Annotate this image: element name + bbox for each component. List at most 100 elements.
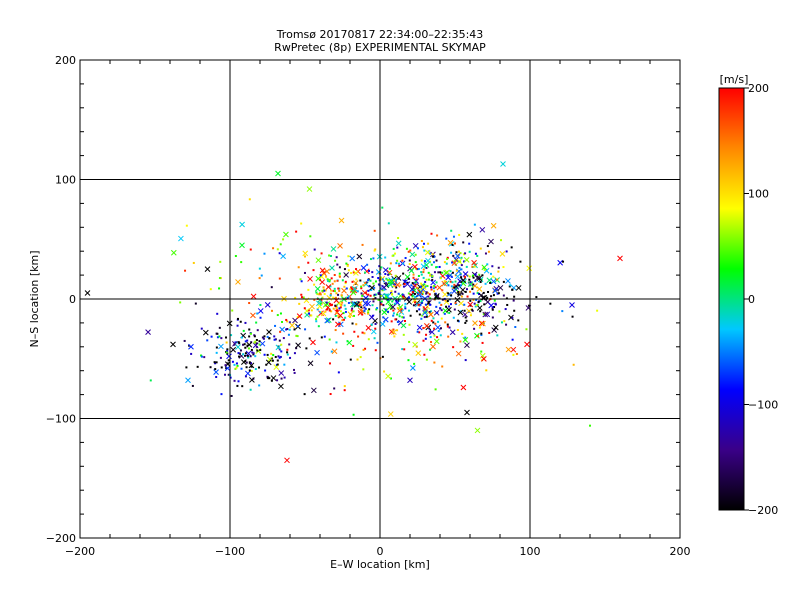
data-point-dot: [329, 255, 332, 258]
data-point-dot: [320, 336, 323, 339]
data-point-cross: [284, 457, 290, 464]
data-point-dot: [377, 298, 380, 301]
data-point-cross: [394, 282, 401, 288]
data-point-cross: [382, 267, 389, 273]
data-point-dot: [397, 237, 400, 240]
data-point-dot: [246, 339, 249, 342]
data-point-dot: [254, 340, 257, 343]
data-point-dot: [397, 292, 400, 295]
data-point-dot: [316, 308, 319, 311]
data-point-dot: [433, 271, 436, 274]
data-point-dot: [285, 328, 288, 331]
data-point-dot: [431, 278, 434, 281]
data-point-dot: [276, 248, 279, 251]
data-point-cross: [278, 383, 284, 390]
data-point-dot: [508, 285, 511, 288]
data-point-cross: [435, 324, 441, 331]
data-point-dot: [214, 368, 217, 371]
data-point-dot: [444, 321, 447, 324]
data-point-dot: [225, 341, 228, 344]
data-point-dot: [282, 238, 285, 241]
data-point-dot: [200, 327, 203, 330]
data-point-dot: [476, 303, 479, 306]
data-point-cross: [478, 320, 485, 327]
data-point-dot: [488, 331, 491, 334]
data-point-dot: [333, 287, 336, 290]
data-point-cross: [484, 311, 491, 318]
data-point-dot: [470, 308, 473, 311]
data-point-dot: [376, 341, 379, 344]
data-point-cross: [413, 278, 420, 284]
data-point-dot: [258, 340, 261, 343]
data-point-dot: [420, 240, 423, 243]
data-point-dot: [457, 284, 460, 287]
data-point-dot: [492, 294, 495, 297]
data-point-dot: [339, 304, 342, 307]
data-point-dot: [343, 385, 346, 388]
data-point-cross: [407, 377, 413, 384]
data-point-dot: [416, 286, 419, 289]
data-point-dot: [346, 263, 349, 266]
data-point-dot: [425, 315, 428, 318]
data-point-cross: [370, 328, 377, 335]
data-point-cross: [451, 260, 458, 266]
data-point-dot: [362, 368, 365, 371]
data-point-dot: [335, 309, 338, 312]
data-point-dot: [447, 305, 450, 308]
data-point-cross: [314, 349, 320, 356]
data-point-dot: [451, 271, 454, 274]
data-point-dot: [226, 352, 229, 355]
data-point-dot: [485, 369, 488, 372]
data-point-dot: [453, 286, 456, 289]
data-point-dot: [218, 287, 221, 290]
data-point-dot: [353, 330, 356, 333]
data-point-dot: [506, 303, 509, 306]
data-point-cross: [365, 325, 372, 331]
data-point-dot: [215, 346, 218, 349]
data-point-dot: [447, 292, 450, 295]
data-point-dot: [452, 346, 455, 349]
data-point-dot: [513, 295, 516, 298]
data-point-dot: [233, 363, 236, 366]
data-point-dot: [463, 260, 466, 263]
data-point-dot: [414, 253, 417, 256]
data-point-dot: [471, 274, 474, 277]
data-point-dot: [330, 350, 333, 353]
data-point-dot: [373, 249, 376, 252]
data-point-dot: [372, 282, 375, 285]
data-point-dot: [502, 280, 505, 283]
data-point-dot: [263, 353, 266, 356]
data-point-dot: [422, 242, 425, 245]
data-point-dot: [374, 248, 377, 251]
data-point-cross: [248, 362, 255, 369]
data-point-cross: [505, 346, 512, 353]
data-point-dot: [454, 287, 457, 290]
data-point-dot: [404, 305, 407, 308]
data-point-dot: [240, 367, 243, 370]
data-point-dot: [486, 296, 489, 299]
data-point-dot: [451, 261, 454, 264]
data-point-dot: [473, 302, 476, 305]
data-point-dot: [378, 291, 381, 294]
data-point-dot: [412, 304, 415, 307]
data-point-dot: [387, 310, 390, 313]
data-point-dot: [498, 310, 501, 313]
data-point-dot: [420, 297, 423, 300]
data-point-cross: [170, 249, 177, 256]
data-point-dot: [439, 327, 442, 330]
data-point-dot: [341, 279, 344, 282]
data-point-dot: [407, 296, 410, 299]
data-point-cross: [492, 287, 499, 294]
data-point-dot: [414, 281, 417, 284]
data-point-dot: [331, 282, 334, 285]
data-point-dot: [412, 273, 415, 276]
data-point-dot: [364, 281, 367, 284]
data-point-dot: [300, 296, 303, 299]
data-point-dot: [474, 280, 477, 283]
data-point-dot: [477, 301, 480, 304]
data-point-dot: [307, 261, 310, 264]
data-point-cross: [410, 365, 416, 371]
data-point-dot: [402, 316, 405, 319]
data-point-dot: [460, 264, 463, 267]
data-point-dot: [380, 294, 383, 297]
